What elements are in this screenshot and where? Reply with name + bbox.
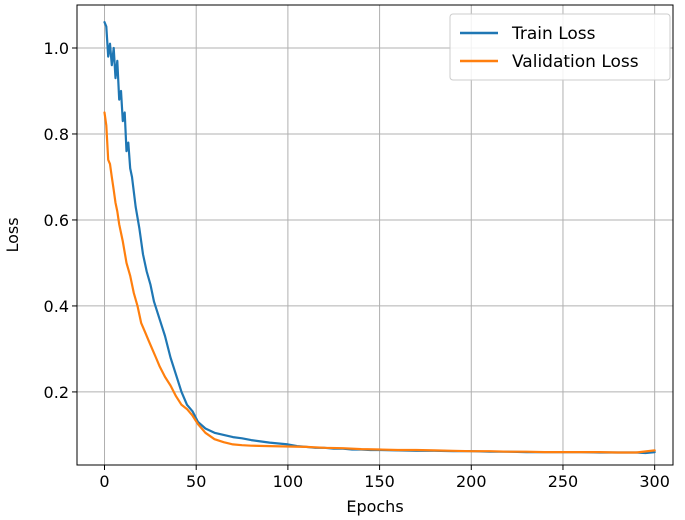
series-line-validation-loss xyxy=(103,111,656,454)
series-layer xyxy=(103,21,656,455)
legend-label-validation-loss: Validation Loss xyxy=(512,52,639,72)
plot-frame xyxy=(76,4,674,466)
y-tick-label: 0.6 xyxy=(44,211,69,230)
x-tick-label: 150 xyxy=(364,472,395,491)
legend-box xyxy=(449,13,671,81)
legend: Train Loss Validation Loss xyxy=(449,13,671,81)
y-tick-label: 0.4 xyxy=(44,297,69,316)
x-axis-label: Epochs xyxy=(346,497,403,516)
y-tick-label: 0.8 xyxy=(44,125,69,144)
x-tick-label: 250 xyxy=(548,472,579,491)
y-axis-label: Loss xyxy=(3,217,22,252)
x-tick-label: 200 xyxy=(456,472,487,491)
tick-layer: 0 50 100 150 200 250 300 0.2 0.4 0.6 0.8 1.0 xyxy=(44,39,670,491)
x-tick-label: 0 xyxy=(99,472,109,491)
x-tick-label: 100 xyxy=(273,472,304,491)
x-tick-label: 300 xyxy=(639,472,670,491)
y-tick-label: 1.0 xyxy=(44,39,69,58)
grid-layer xyxy=(77,5,673,465)
x-tick-label: 50 xyxy=(186,472,206,491)
y-tick-label: 0.2 xyxy=(44,383,69,402)
legend-label-train-loss: Train Loss xyxy=(511,24,596,44)
